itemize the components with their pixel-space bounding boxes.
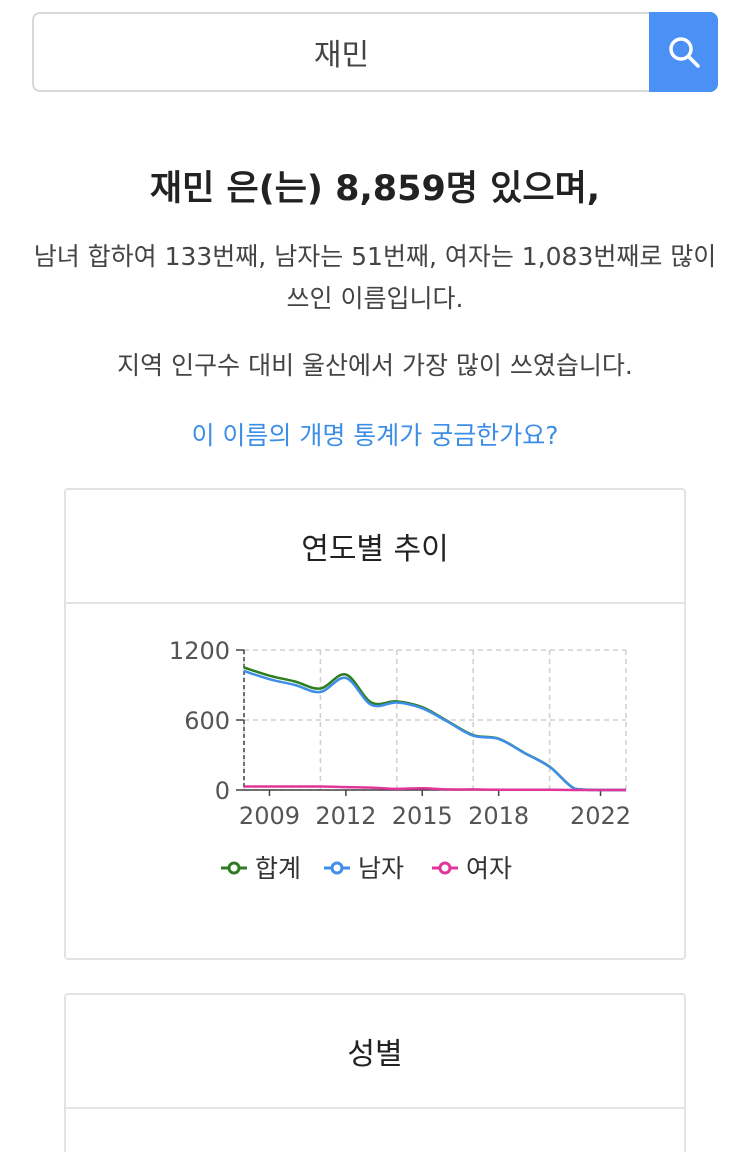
x-tick-label: 2015 [392, 802, 453, 830]
series-line-male [243, 669, 626, 792]
search-button[interactable] [649, 12, 718, 92]
legend-swatch-marker [438, 861, 452, 875]
legend-label: 여자 [466, 854, 512, 883]
legend-swatch-marker [227, 861, 241, 875]
legend-label: 남자 [358, 854, 404, 883]
search-input[interactable] [32, 12, 649, 92]
card-title-yearly-trend: 연도별 추이 [66, 490, 684, 604]
x-tick-label: 2012 [315, 802, 376, 830]
region-description: 지역 인구수 대비 울산에서 가장 많이 쓰였습니다. [117, 351, 633, 380]
rank-description: 남녀 합하여 133번째, 남자는 51번째, 여자는 1,083번째로 많이 … [33, 242, 717, 313]
legend-label: 합계 [255, 854, 301, 883]
x-tick-label: 2018 [468, 802, 529, 830]
yearly-trend-chart: 0 600 1200 2009 2012 2015 2018 2022 합계 남자 여자 [169, 637, 631, 883]
search-bar [32, 12, 718, 92]
y-tick-label: 1200 [169, 637, 230, 665]
series-line-female [244, 785, 626, 792]
gender-card: 성별 [64, 993, 686, 1152]
y-tick-label: 600 [184, 707, 230, 735]
legend-swatch-marker [330, 861, 344, 875]
x-tick-label: 2022 [570, 802, 631, 830]
headline: 재민 은(는) 8,859명 있으며, [149, 169, 601, 209]
x-tick-label: 2009 [239, 802, 300, 830]
y-tick-label: 0 [215, 777, 230, 805]
search-icon [668, 37, 700, 68]
rename-stats-link[interactable]: 이 이름의 개명 통계가 궁금한가요? [191, 421, 559, 450]
card-title-gender: 성별 [66, 995, 684, 1109]
yearly-trend-card: 연도별 추이 0 600 1200 2009 2012 2015 2018 2022 합계 남자 여… [64, 488, 686, 960]
